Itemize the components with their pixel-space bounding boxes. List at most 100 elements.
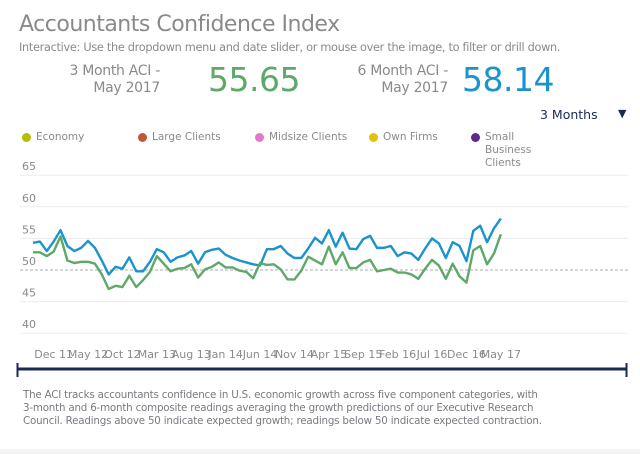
data-point[interactable]	[106, 271, 112, 277]
data-point[interactable]	[243, 259, 249, 265]
data-point[interactable]	[181, 252, 187, 258]
data-point[interactable]	[285, 251, 291, 257]
data-point[interactable]	[230, 255, 236, 261]
data-point[interactable]	[367, 257, 373, 263]
data-point[interactable]	[168, 268, 174, 274]
data-point[interactable]	[491, 251, 497, 257]
data-point[interactable]	[498, 216, 504, 222]
data-point[interactable]	[484, 261, 490, 267]
data-point[interactable]	[477, 243, 483, 249]
data-point[interactable]	[346, 246, 352, 252]
data-point[interactable]	[450, 261, 456, 267]
legend-item-large-clients[interactable]: Large Clients	[138, 131, 221, 144]
data-point[interactable]	[140, 268, 146, 274]
data-point[interactable]	[491, 225, 497, 231]
data-point[interactable]	[243, 269, 249, 275]
data-point[interactable]	[133, 268, 139, 274]
data-point[interactable]	[250, 275, 256, 281]
data-point[interactable]	[333, 261, 339, 267]
data-point[interactable]	[250, 261, 256, 267]
series-line-6-month[interactable]	[32, 217, 502, 276]
data-point[interactable]	[44, 253, 50, 259]
data-point[interactable]	[457, 243, 463, 249]
data-point[interactable]	[209, 247, 215, 253]
data-point[interactable]	[174, 266, 180, 272]
data-point[interactable]	[333, 244, 339, 250]
data-point[interactable]	[37, 249, 43, 255]
data-point[interactable]	[278, 266, 284, 272]
data-point[interactable]	[257, 260, 263, 266]
data-point[interactable]	[230, 264, 236, 270]
data-point[interactable]	[58, 227, 64, 233]
data-point[interactable]	[51, 239, 57, 245]
legend-item-economy[interactable]: Economy	[22, 131, 84, 144]
data-point[interactable]	[154, 246, 160, 252]
data-point[interactable]	[477, 223, 483, 229]
data-point[interactable]	[374, 268, 380, 274]
data-point[interactable]	[168, 259, 174, 265]
data-point[interactable]	[408, 271, 414, 277]
data-point[interactable]	[498, 231, 504, 237]
data-point[interactable]	[78, 245, 84, 251]
data-point[interactable]	[312, 258, 318, 264]
data-point[interactable]	[264, 262, 270, 268]
data-point[interactable]	[188, 261, 194, 267]
data-point[interactable]	[140, 277, 146, 283]
data-point[interactable]	[367, 233, 373, 239]
data-point[interactable]	[374, 245, 380, 251]
data-point[interactable]	[402, 249, 408, 255]
data-point[interactable]	[99, 258, 105, 264]
data-point[interactable]	[381, 245, 387, 251]
data-point[interactable]	[436, 263, 442, 269]
data-point[interactable]	[298, 268, 304, 274]
data-point[interactable]	[305, 246, 311, 252]
data-point[interactable]	[51, 249, 57, 255]
period-dropdown[interactable]: 3 Months	[540, 107, 598, 122]
data-point[interactable]	[422, 266, 428, 272]
data-point[interactable]	[30, 240, 36, 246]
data-point[interactable]	[188, 248, 194, 254]
data-point[interactable]	[353, 265, 359, 271]
data-point[interactable]	[285, 276, 291, 282]
data-point[interactable]	[161, 249, 167, 255]
data-point[interactable]	[395, 270, 401, 276]
data-point[interactable]	[388, 243, 394, 249]
data-point[interactable]	[422, 246, 428, 252]
data-point[interactable]	[326, 227, 332, 233]
triangle-down-icon[interactable]: ▼	[618, 107, 627, 120]
data-point[interactable]	[360, 236, 366, 242]
data-point[interactable]	[443, 255, 449, 261]
data-point[interactable]	[133, 284, 139, 290]
data-point[interactable]	[340, 230, 346, 236]
legend-item-midsize-clients[interactable]: Midsize Clients	[255, 131, 347, 144]
data-point[interactable]	[312, 235, 318, 241]
data-point[interactable]	[429, 257, 435, 263]
data-point[interactable]	[395, 253, 401, 259]
data-point[interactable]	[429, 235, 435, 241]
data-point[interactable]	[181, 265, 187, 271]
data-point[interactable]	[463, 280, 469, 286]
data-point[interactable]	[119, 266, 125, 272]
data-point[interactable]	[415, 276, 421, 282]
data-point[interactable]	[484, 239, 490, 245]
data-point[interactable]	[415, 257, 421, 263]
data-point[interactable]	[470, 228, 476, 234]
data-point[interactable]	[113, 283, 119, 289]
data-point[interactable]	[346, 265, 352, 271]
data-point[interactable]	[106, 286, 112, 292]
data-point[interactable]	[58, 234, 64, 240]
data-point[interactable]	[291, 276, 297, 282]
data-point[interactable]	[319, 240, 325, 246]
data-point[interactable]	[443, 276, 449, 282]
data-point[interactable]	[223, 252, 229, 258]
data-point[interactable]	[209, 264, 215, 270]
data-point[interactable]	[161, 261, 167, 267]
data-point[interactable]	[126, 254, 132, 260]
data-point[interactable]	[353, 246, 359, 252]
data-point[interactable]	[305, 254, 311, 260]
data-point[interactable]	[457, 273, 463, 279]
data-point[interactable]	[85, 238, 91, 244]
data-point[interactable]	[92, 245, 98, 251]
data-point[interactable]	[463, 258, 469, 264]
data-point[interactable]	[202, 249, 208, 255]
